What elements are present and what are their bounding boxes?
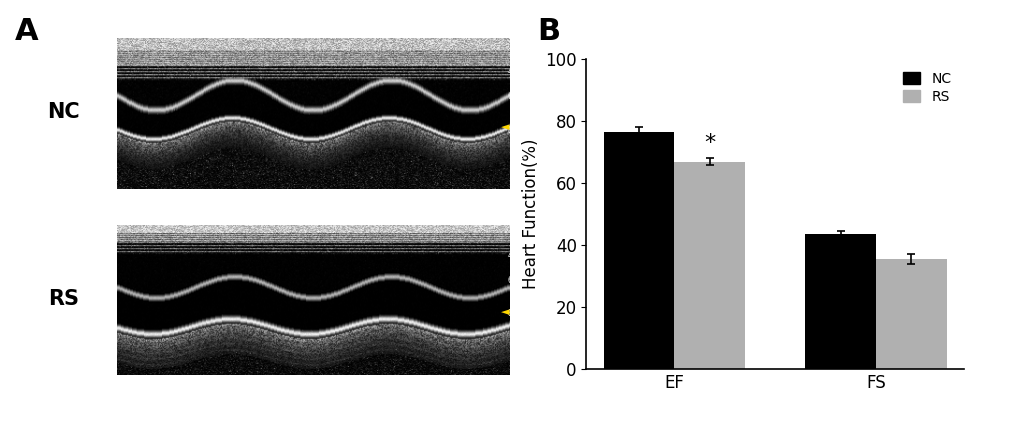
Text: 8.9: 8.9 [507,126,520,135]
Text: NC: NC [47,102,79,123]
Text: ◄: ◄ [500,122,508,132]
Text: 10.9: 10.9 [507,336,525,345]
Text: 10.9: 10.9 [507,152,525,162]
Text: 3.1: 3.1 [507,226,520,235]
Bar [875,259,946,369]
Text: 3.1: 3.1 [507,42,520,51]
Text: ◄: ◄ [500,307,508,317]
Bar [603,132,674,369]
Y-axis label: Heart Function(%): Heart Function(%) [521,139,539,289]
Text: RS: RS [48,289,78,309]
Text: B: B [537,17,560,46]
Text: 4.9: 4.9 [507,67,520,76]
Text: 6.9: 6.9 [507,92,520,101]
Text: 4.9: 4.9 [507,251,520,260]
Text: 12.9: 12.9 [507,180,524,189]
Bar [674,162,744,369]
Bar [805,234,875,369]
Text: A: A [15,17,39,46]
Legend: NC, RS: NC, RS [897,66,956,109]
Text: *: * [703,133,714,153]
Text: 6.9: 6.9 [507,276,520,285]
Text: 8.9: 8.9 [507,309,520,318]
Text: 12.9: 12.9 [507,365,524,374]
